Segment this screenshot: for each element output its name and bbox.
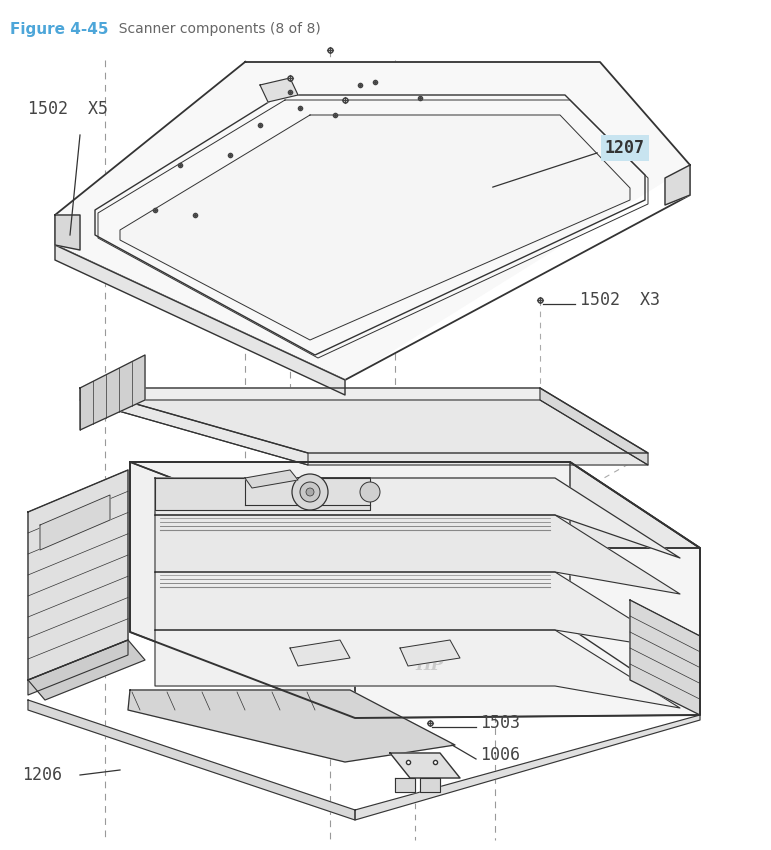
Text: Figure 4-45: Figure 4-45 [10,22,109,37]
Text: HP: HP [416,656,444,673]
Polygon shape [40,495,110,550]
Polygon shape [155,478,680,558]
Polygon shape [28,700,355,820]
Text: 1502  X5: 1502 X5 [28,100,108,118]
Text: 1207: 1207 [605,139,645,157]
Polygon shape [540,388,648,465]
Polygon shape [570,462,700,715]
Text: 1206: 1206 [22,766,62,784]
Text: 1503: 1503 [480,714,520,732]
Polygon shape [155,630,680,708]
Text: Scanner components (8 of 8): Scanner components (8 of 8) [110,22,321,36]
Text: 1502  X3: 1502 X3 [580,291,660,309]
Polygon shape [400,640,460,666]
Circle shape [300,482,320,502]
Polygon shape [80,355,145,430]
Polygon shape [55,215,80,250]
Polygon shape [28,640,128,695]
Circle shape [360,482,380,502]
Polygon shape [395,778,415,792]
Polygon shape [665,165,690,205]
Polygon shape [630,600,700,715]
Polygon shape [260,78,298,102]
Polygon shape [130,462,355,718]
Polygon shape [128,690,455,762]
Polygon shape [355,715,700,820]
Polygon shape [55,245,345,395]
Polygon shape [390,753,460,778]
Circle shape [292,474,328,510]
Polygon shape [130,462,700,548]
Polygon shape [80,388,648,453]
Polygon shape [155,515,680,594]
Polygon shape [28,470,128,680]
Polygon shape [80,400,648,465]
Polygon shape [28,640,145,700]
Polygon shape [80,388,308,465]
Polygon shape [420,778,440,792]
Polygon shape [155,572,680,650]
Polygon shape [120,115,630,340]
Text: 1006: 1006 [480,746,520,764]
Polygon shape [355,548,700,718]
Polygon shape [290,640,350,666]
Polygon shape [55,62,690,380]
Polygon shape [245,470,298,488]
Polygon shape [155,478,370,510]
Circle shape [306,488,314,496]
